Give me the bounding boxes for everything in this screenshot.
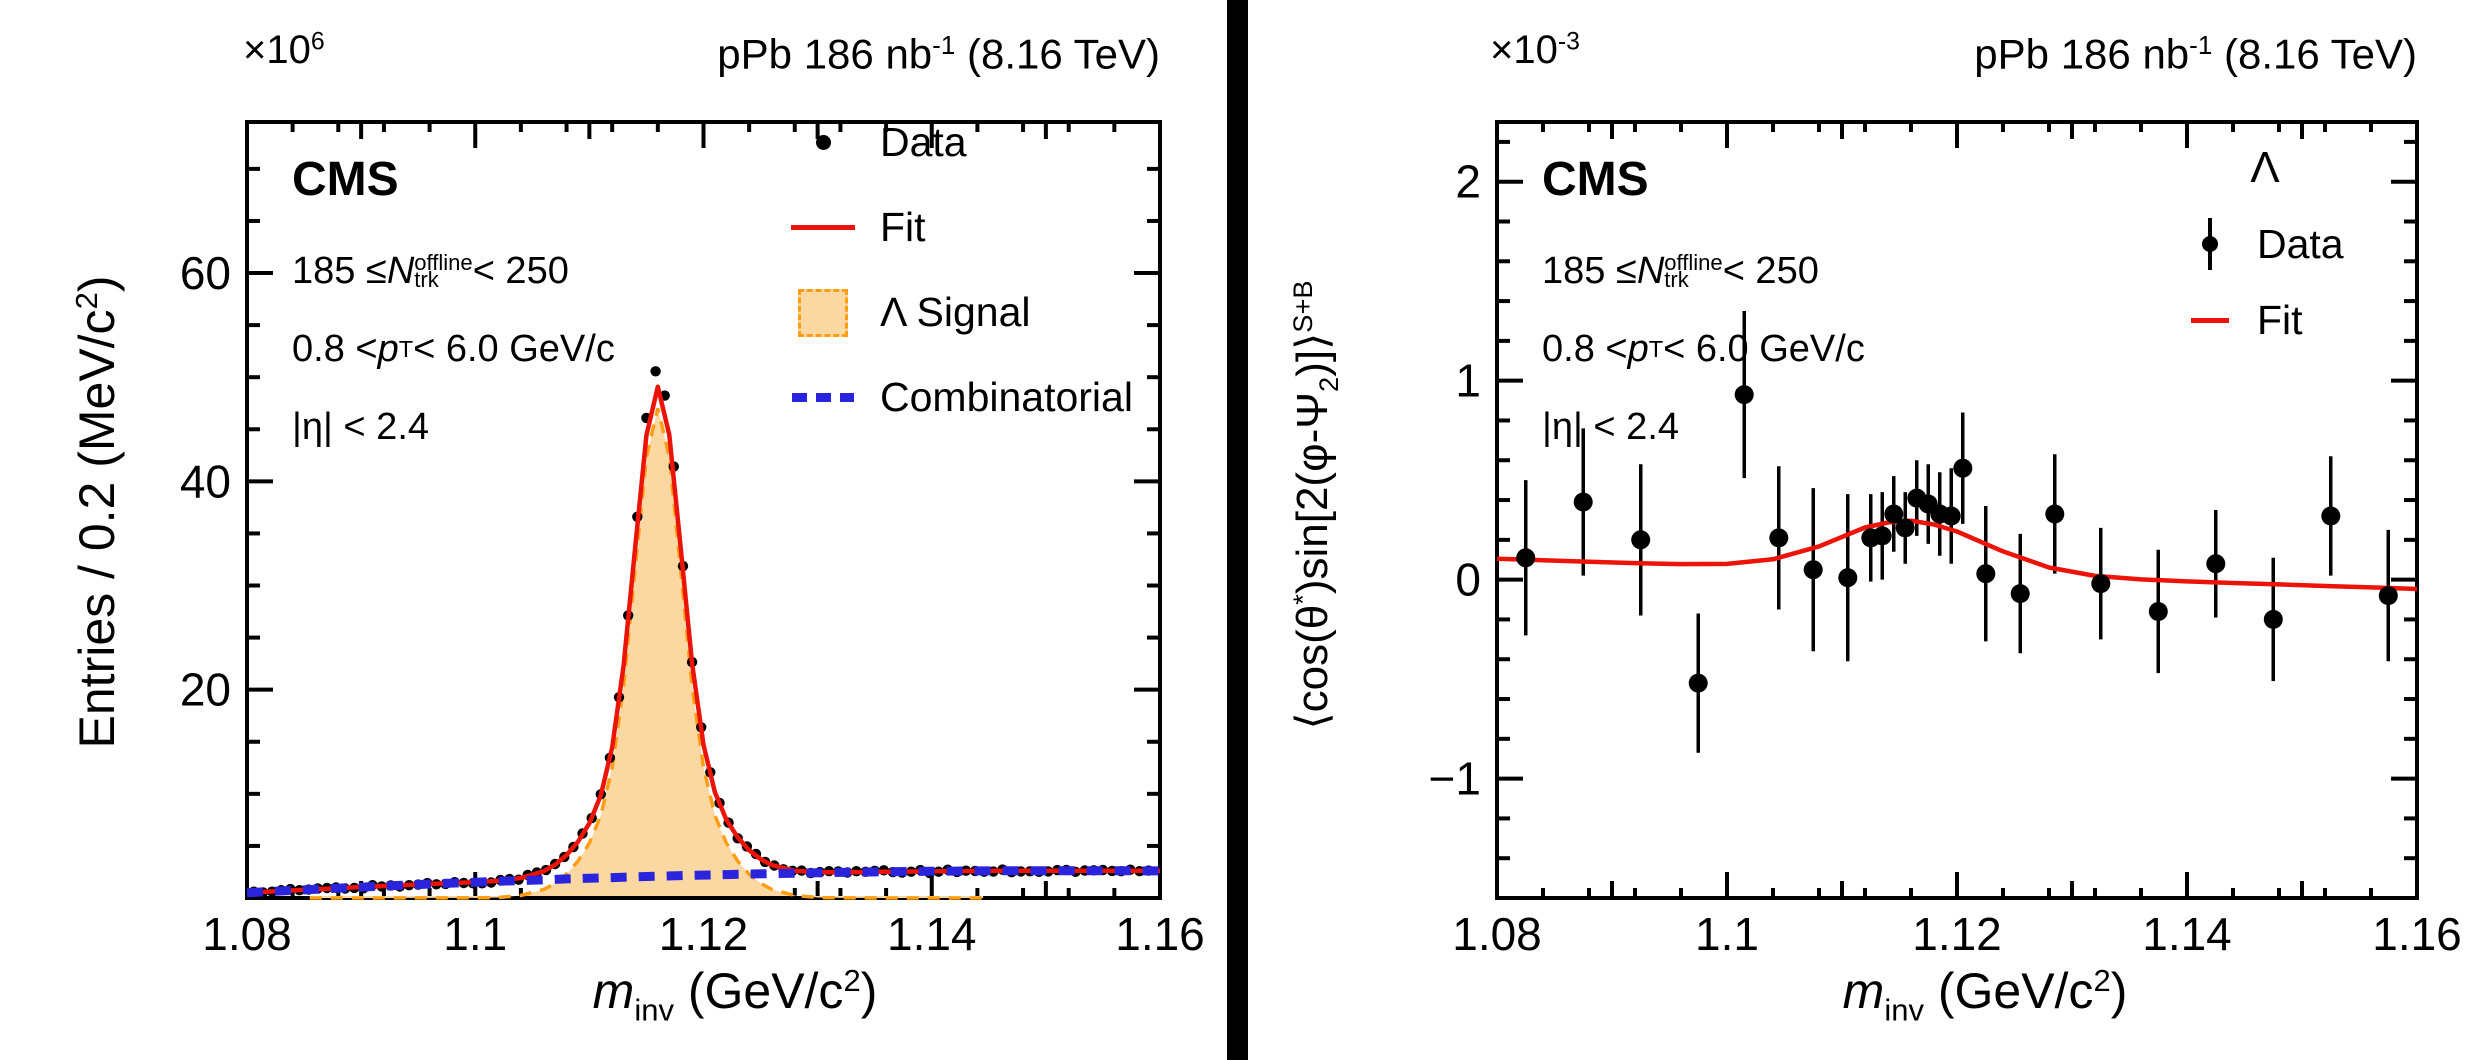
left-y-tick-label: 40	[180, 455, 231, 507]
left-axes: 1.08 1.1 1.12 1.14 1.16 20 40 60	[180, 120, 1205, 960]
left-y-tick-label: 60	[180, 247, 231, 299]
right-x-tick-label: 1.12	[1912, 908, 2002, 960]
right-x-tick-label: 1.14	[2142, 908, 2232, 960]
right-fit-curve	[1496, 518, 2418, 592]
left-x-tick-label: 1.16	[1115, 908, 1205, 960]
left-background-curve	[246, 866, 1161, 898]
panel-divider	[1227, 0, 1248, 1060]
left-x-tick-label: 1.08	[202, 908, 292, 960]
left-signal-area	[309, 407, 984, 900]
left-y-tick-label: 20	[180, 664, 231, 716]
right-x-tick-label: 1.1	[1695, 908, 1759, 960]
right-x-tick-label: 1.16	[2372, 908, 2462, 960]
left-x-tick-label: 1.12	[659, 908, 749, 960]
left-x-tick-label: 1.1	[443, 908, 507, 960]
right-data-points	[1516, 385, 2398, 693]
right-axes: 1.08 1.1 1.12 1.14 1.16 −1 0 1 2	[1429, 120, 2462, 960]
left-x-tick-label: 1.14	[887, 908, 977, 960]
right-y-tick-label: 1	[1455, 355, 1481, 407]
right-y-tick-label: 2	[1455, 156, 1481, 208]
right-y-tick-label: −1	[1429, 753, 1481, 805]
left-signal-curve	[309, 407, 984, 900]
right-y-tick-label: 0	[1455, 554, 1481, 606]
right-x-tick-label: 1.08	[1452, 908, 1542, 960]
